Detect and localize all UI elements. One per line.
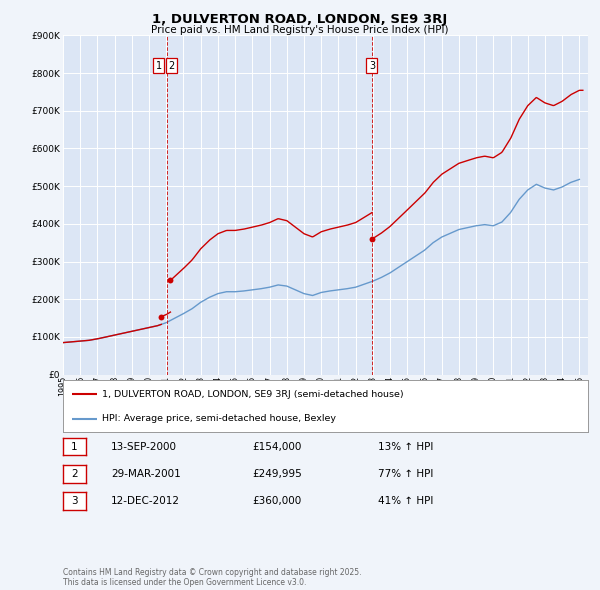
- Point: [157, 312, 166, 322]
- Text: Contains HM Land Registry data © Crown copyright and database right 2025.
This d: Contains HM Land Registry data © Crown c…: [63, 568, 361, 587]
- Text: £249,995: £249,995: [252, 469, 302, 478]
- Text: 12-DEC-2012: 12-DEC-2012: [111, 496, 180, 506]
- Text: 1, DULVERTON ROAD, LONDON, SE9 3RJ (semi-detached house): 1, DULVERTON ROAD, LONDON, SE9 3RJ (semi…: [103, 390, 404, 399]
- Point: [367, 234, 377, 244]
- Text: 77% ↑ HPI: 77% ↑ HPI: [378, 469, 433, 478]
- Text: 1, DULVERTON ROAD, LONDON, SE9 3RJ: 1, DULVERTON ROAD, LONDON, SE9 3RJ: [152, 13, 448, 26]
- Text: HPI: Average price, semi-detached house, Bexley: HPI: Average price, semi-detached house,…: [103, 414, 337, 424]
- Text: Price paid vs. HM Land Registry's House Price Index (HPI): Price paid vs. HM Land Registry's House …: [151, 25, 449, 35]
- Text: 3: 3: [71, 496, 78, 506]
- Text: 13% ↑ HPI: 13% ↑ HPI: [378, 442, 433, 451]
- Text: 1: 1: [155, 61, 162, 71]
- Text: 13-SEP-2000: 13-SEP-2000: [111, 442, 177, 451]
- Point: [166, 276, 175, 285]
- Text: £154,000: £154,000: [252, 442, 301, 451]
- Text: 3: 3: [369, 61, 375, 71]
- Text: £360,000: £360,000: [252, 496, 301, 506]
- Text: 29-MAR-2001: 29-MAR-2001: [111, 469, 181, 478]
- Text: 2: 2: [71, 469, 78, 478]
- Text: 2: 2: [168, 61, 175, 71]
- Text: 1: 1: [71, 442, 78, 451]
- Text: 41% ↑ HPI: 41% ↑ HPI: [378, 496, 433, 506]
